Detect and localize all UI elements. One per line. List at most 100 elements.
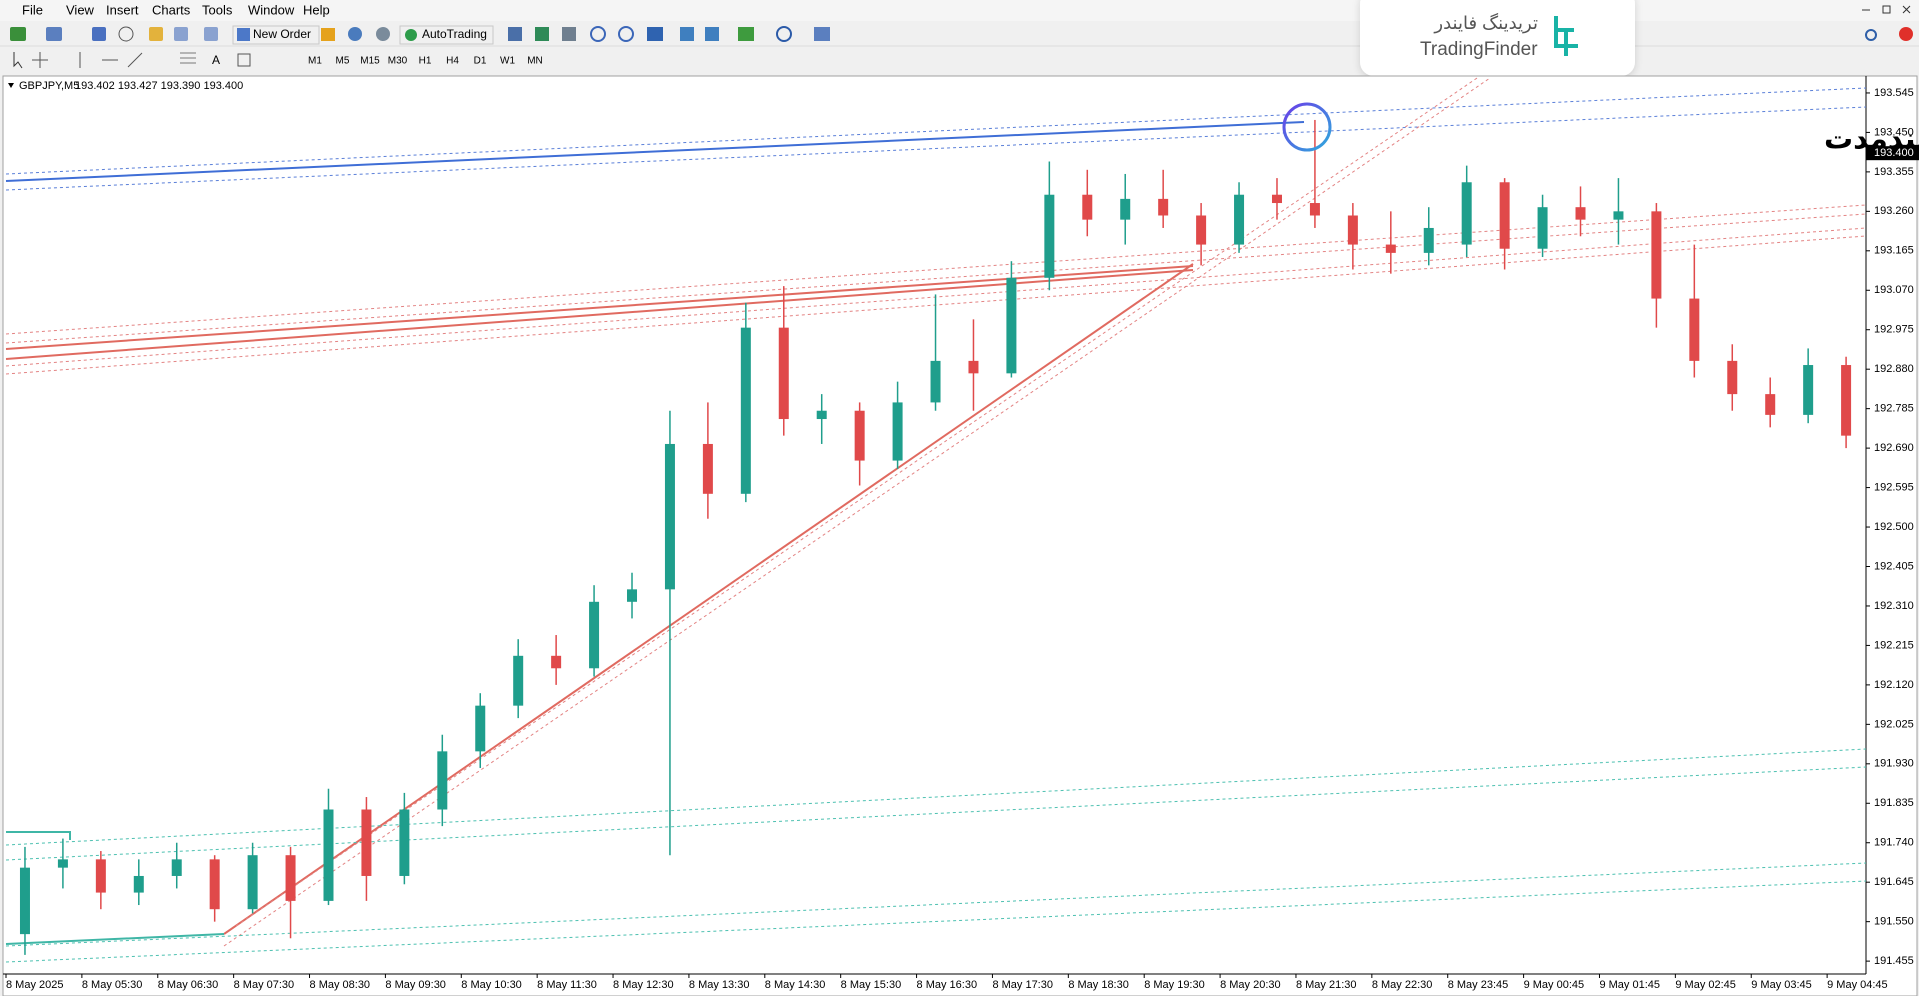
- timeframe-button[interactable]: M15: [360, 56, 380, 67]
- timeframe-button[interactable]: H4: [446, 56, 459, 67]
- notify-icon[interactable]: [1899, 27, 1913, 41]
- menu-item[interactable]: Help: [303, 2, 330, 17]
- text-tool[interactable]: A: [212, 53, 220, 67]
- highlight-circle: [1282, 102, 1332, 152]
- icon: [237, 28, 250, 41]
- window-controls: [1862, 5, 1913, 41]
- candle-body: [1727, 360, 1738, 395]
- icon[interactable]: [204, 27, 218, 41]
- window-buttons[interactable]: [1862, 5, 1911, 14]
- icon[interactable]: [237, 53, 251, 67]
- icon[interactable]: [590, 26, 606, 42]
- menu-item[interactable]: Charts: [152, 2, 191, 17]
- logo-icon: [1554, 16, 1578, 56]
- candle-body: [816, 410, 827, 420]
- timeframe-button[interactable]: H1: [419, 56, 432, 67]
- y-tick-label: 192.595: [1874, 481, 1914, 493]
- icon[interactable]: [776, 26, 792, 42]
- menu-item[interactable]: Insert: [106, 2, 139, 17]
- y-tick-label: 192.310: [1874, 600, 1914, 612]
- x-tick-label: 8 May 11:30: [537, 979, 597, 991]
- icon[interactable]: [618, 26, 634, 42]
- icon[interactable]: [149, 27, 163, 41]
- symbol: GBPJPY,M5: [19, 80, 79, 92]
- candle-body: [627, 589, 638, 602]
- icon[interactable]: [180, 52, 196, 64]
- candle-body: [57, 859, 68, 868]
- logo-panel: [1360, 0, 1635, 76]
- x-tick-label: 8 May 08:30: [310, 979, 371, 991]
- candle-body: [1006, 277, 1017, 374]
- y-tick-label: 191.645: [1874, 876, 1914, 888]
- candle-body: [1575, 207, 1586, 220]
- candle-body: [1461, 182, 1472, 245]
- icon[interactable]: [13, 52, 23, 69]
- icon[interactable]: [32, 52, 48, 68]
- candle-body: [323, 809, 334, 901]
- trend-line: [5, 933, 225, 945]
- icon[interactable]: [46, 27, 62, 41]
- icon[interactable]: [127, 52, 143, 68]
- y-tick-label: 192.025: [1874, 718, 1914, 730]
- candle-body: [1765, 394, 1776, 415]
- icon[interactable]: [321, 28, 335, 41]
- timeframe-button[interactable]: W1: [500, 56, 515, 67]
- candle-body: [513, 655, 524, 706]
- new-order-button[interactable]: [232, 25, 320, 45]
- search-icon[interactable]: [1865, 29, 1877, 41]
- icon[interactable]: [647, 27, 663, 41]
- x-tick-label: 8 May 07:30: [234, 979, 295, 991]
- icon[interactable]: [705, 27, 719, 41]
- icon[interactable]: [174, 27, 188, 41]
- timeframe-button[interactable]: M5: [336, 56, 350, 67]
- icon[interactable]: [680, 27, 694, 41]
- icon[interactable]: [535, 27, 549, 41]
- x-tick-label: 8 May 10:30: [461, 979, 522, 991]
- x-tick-label: 9 May 04:45: [1827, 979, 1888, 991]
- x-tick-label: 9 May 02:45: [1675, 979, 1736, 991]
- x-tick-label: 8 May 18:30: [1068, 979, 1129, 991]
- candle-body: [1271, 194, 1282, 204]
- candle-body: [1196, 215, 1207, 245]
- autotrading-button[interactable]: [399, 25, 494, 45]
- candle-body: [1347, 215, 1358, 245]
- menu-item[interactable]: Tools: [202, 2, 233, 17]
- candle-body: [1044, 194, 1055, 278]
- x-tick-label: 8 May 21:30: [1296, 979, 1357, 991]
- channel-line: [5, 87, 1866, 175]
- timeframe-button[interactable]: M1: [308, 56, 322, 67]
- icon[interactable]: [118, 26, 134, 42]
- menu-item[interactable]: View: [66, 2, 95, 17]
- candles: [19, 119, 1852, 955]
- timeframe-button[interactable]: D1: [474, 56, 487, 67]
- y-tick-label: 193.260: [1874, 205, 1914, 217]
- timeframe-button[interactable]: MN: [527, 56, 543, 67]
- menu-item[interactable]: File: [22, 2, 43, 17]
- x-tick-label: 8 May 13:30: [689, 979, 750, 991]
- icon[interactable]: [738, 27, 754, 41]
- trend-line: [223, 263, 1194, 935]
- candle-body: [854, 410, 865, 461]
- channel-line: [5, 748, 1866, 846]
- candle-body: [1385, 244, 1396, 253]
- x-tick-label: 8 May 06:30: [158, 979, 219, 991]
- candle-body: [361, 809, 372, 876]
- channel-line: [223, 77, 1491, 947]
- candle-body: [778, 327, 789, 420]
- y-tick-label: 191.550: [1874, 916, 1914, 928]
- icon[interactable]: [562, 27, 576, 41]
- icon[interactable]: [814, 27, 830, 41]
- timeframe-button[interactable]: M30: [388, 56, 408, 67]
- trend-line: [6, 831, 71, 840]
- y-tick-label: 191.835: [1874, 797, 1914, 809]
- logo-fa: تریدینگ فایندر: [1433, 12, 1538, 34]
- candle-body: [437, 751, 448, 810]
- icon[interactable]: [508, 27, 522, 41]
- icon[interactable]: [10, 27, 26, 41]
- icon[interactable]: [348, 27, 362, 41]
- icon[interactable]: [376, 27, 390, 41]
- y-tick-label: 193.545: [1874, 87, 1914, 99]
- icon[interactable]: [92, 27, 106, 41]
- menu-item[interactable]: Window: [248, 2, 295, 17]
- trend-line: [5, 269, 1194, 360]
